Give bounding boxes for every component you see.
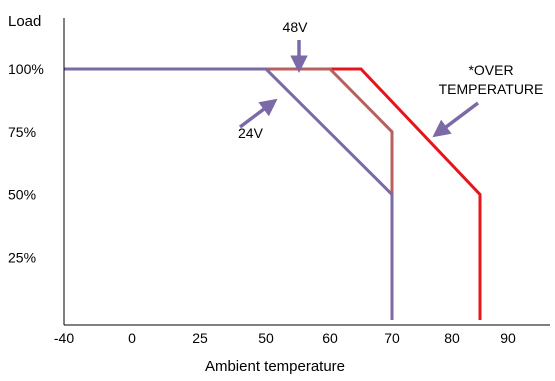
y-tick-label: 25%: [8, 249, 36, 265]
x-tick-label: 50: [258, 330, 274, 346]
y-tick-label: 75%: [8, 124, 36, 140]
annotation-arrow: [432, 101, 480, 138]
series-layer: [64, 67, 482, 320]
x-tick-label: 80: [444, 330, 460, 346]
tick-layer: -40 0 25 50 60 70 80 90 25% 50% 75% 100%: [8, 61, 516, 346]
annotation-label: *OVER: [468, 62, 513, 78]
x-tick-label: 0: [128, 330, 136, 346]
annotation-label: 24V: [238, 125, 264, 141]
y-tick-label: 100%: [8, 61, 44, 77]
x-tick-label: 70: [384, 330, 400, 346]
annotation-label: TEMPERATURE: [439, 81, 544, 97]
series-line: [64, 67, 482, 320]
axis-layer: [63, 18, 550, 326]
x-tick-label: 90: [500, 330, 516, 346]
x-tick-label: -40: [54, 330, 74, 346]
x-tick-label: 25: [192, 330, 208, 346]
x-axis-title: Ambient temperature: [205, 358, 345, 375]
x-tick-label: 60: [322, 330, 338, 346]
annotation-layer: 48V 24V *OVER TEMPERATURE: [238, 19, 543, 141]
series-line: [64, 67, 394, 320]
y-axis-title: Load: [8, 13, 41, 30]
annotation-arrow: [238, 98, 278, 129]
series-line: [64, 67, 394, 320]
annotation-label: 48V: [283, 19, 309, 35]
y-tick-label: 50%: [8, 187, 36, 203]
